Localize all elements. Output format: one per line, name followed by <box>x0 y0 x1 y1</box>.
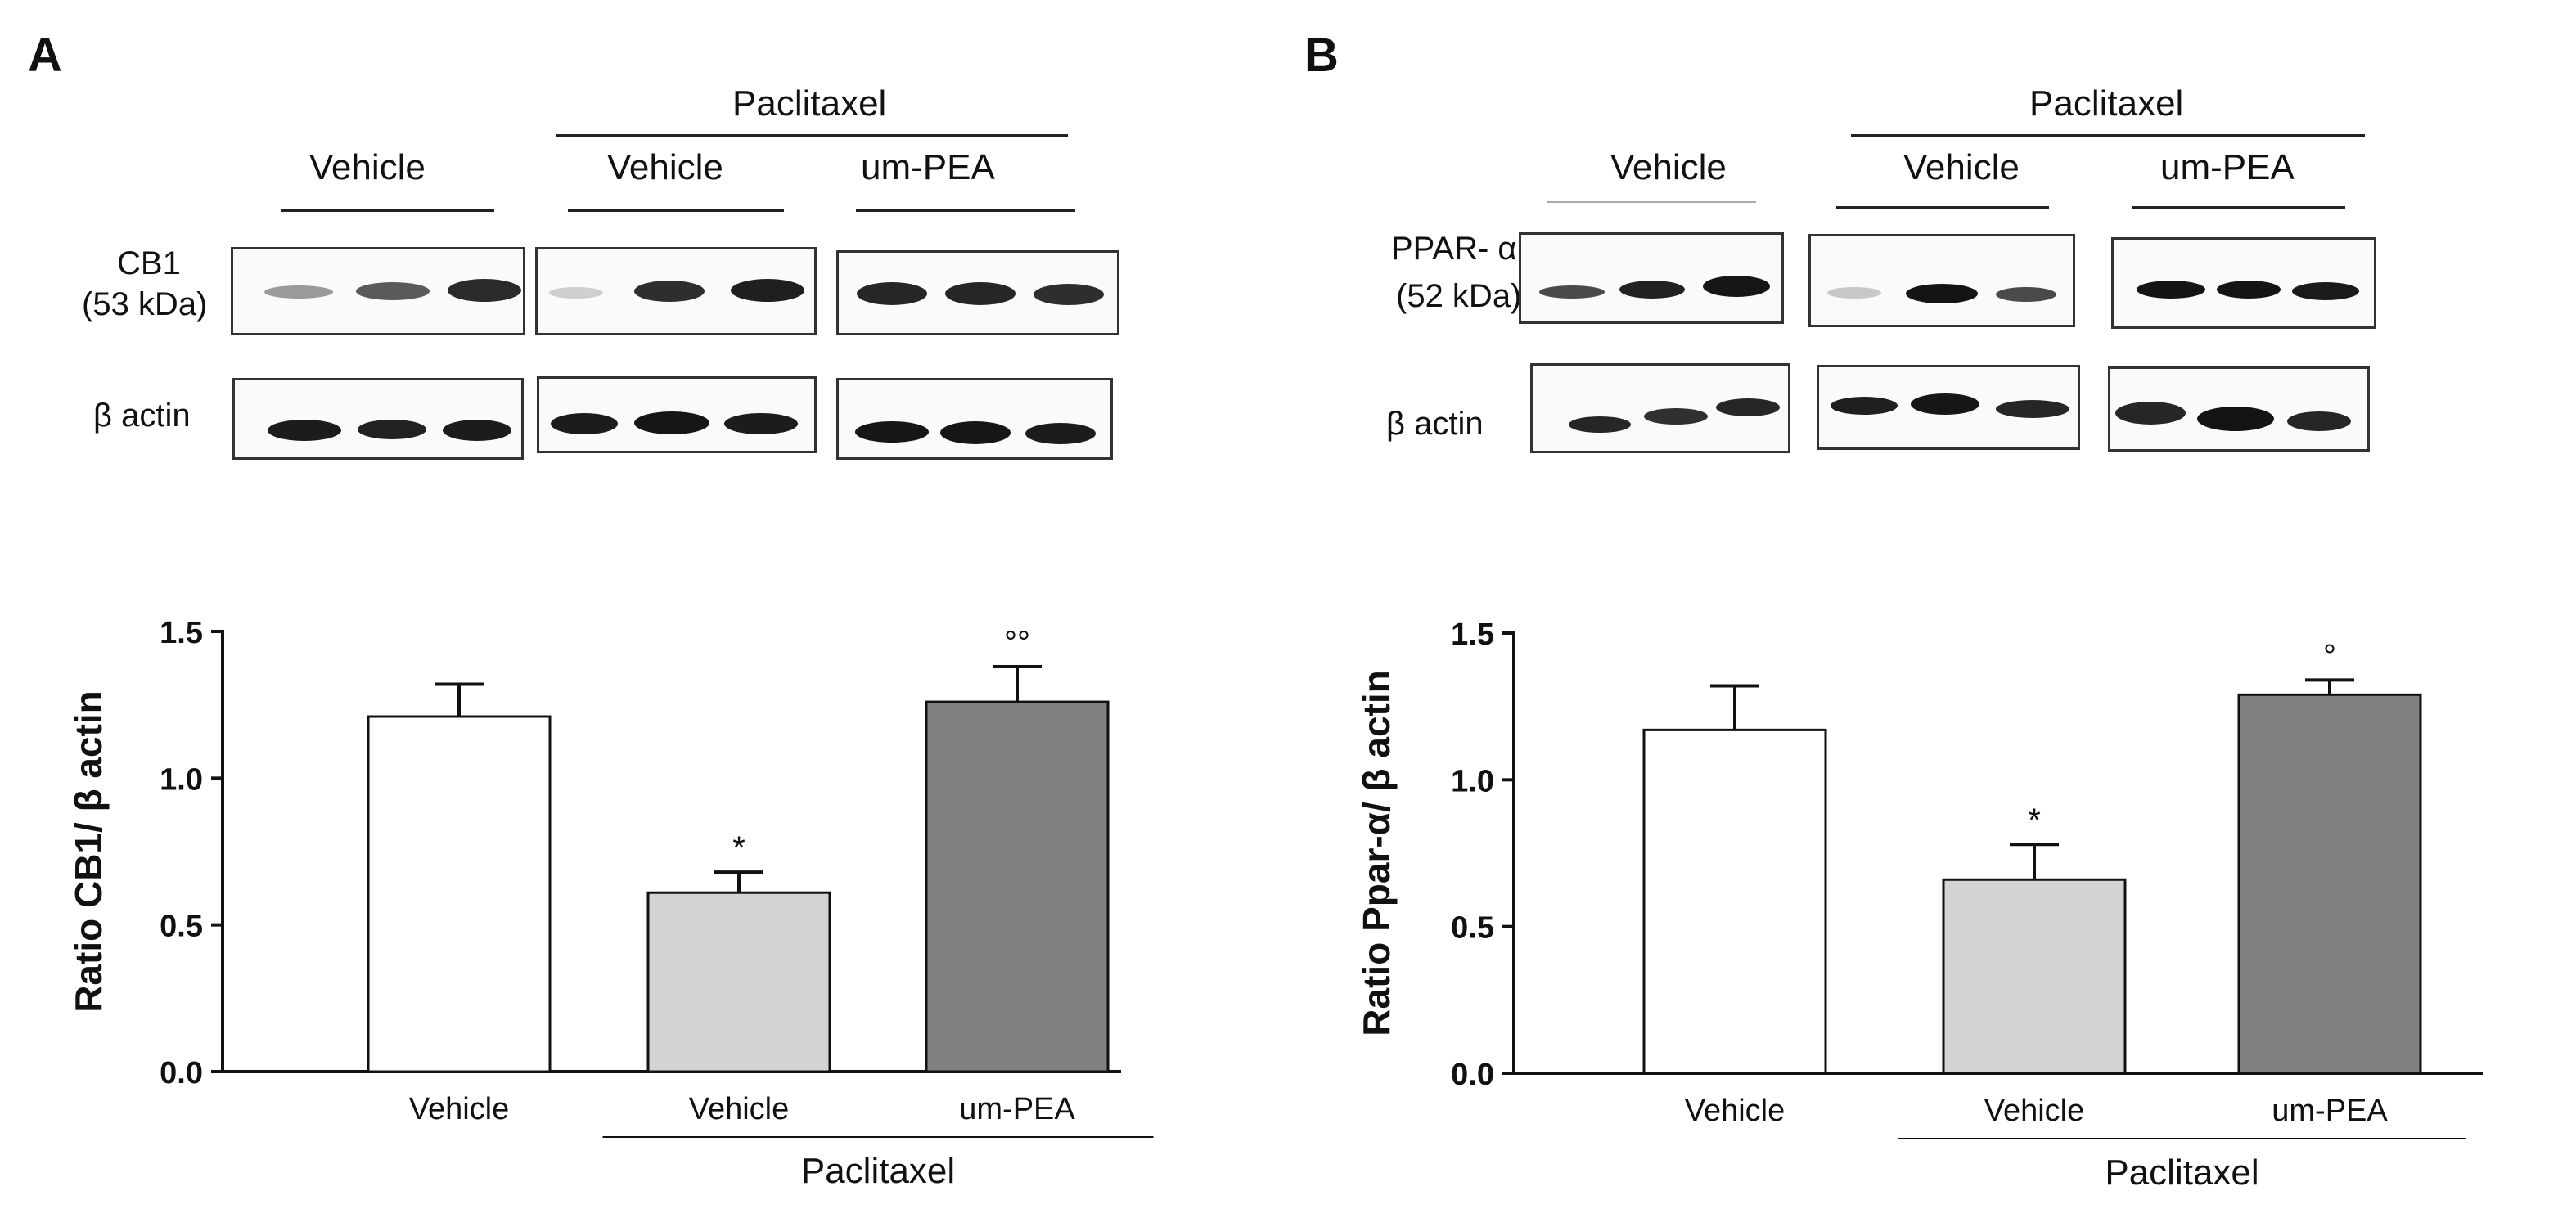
blot-b-loading-label: β actin <box>1386 406 1484 442</box>
chart-a-category-label-2: um-PEA <box>959 1092 1075 1126</box>
blot-a-target-label: CB1 <box>117 245 181 281</box>
blot-a-lane-label-vehicle: Vehicle <box>309 147 426 187</box>
chart-a-group-label: Paclitaxel <box>801 1151 955 1191</box>
blot-b-lane-line-vehicle <box>1547 201 1756 203</box>
blot-b-lane-line-umpea <box>2132 206 2345 209</box>
chart-a-category-label-1: Vehicle <box>689 1092 790 1126</box>
blot-a-lane-label-pac-vehicle: Vehicle <box>607 147 723 187</box>
chart-b-bar-1 <box>1942 878 2127 1075</box>
chart-a-bar-1 <box>646 891 831 1073</box>
blot-b-lane-line-pac-vehicle <box>1836 206 2049 209</box>
blot-b-lane-label-vehicle: Vehicle <box>1610 147 1727 187</box>
chart-a-ytick-label: 0.5 <box>160 910 203 944</box>
chart-a-category-label-0: Vehicle <box>409 1092 510 1126</box>
blot-b-actin-box-1 <box>1530 363 1790 453</box>
blot-a-paclitaxel-header: Paclitaxel <box>732 83 887 124</box>
blot-b-target-kda: (52 kDa) <box>1396 278 1522 314</box>
chart-a-ytick-label: 0.0 <box>160 1056 203 1090</box>
blot-b-target-box-1 <box>1519 232 1784 324</box>
chart-b-y-axis-title: Ratio Ppar-α/ β actin <box>1355 670 1398 1036</box>
chart-b-significance-1: * <box>2028 802 2041 838</box>
chart-a-significance-2: °° <box>1004 625 1030 661</box>
blot-a-target-box-1 <box>231 247 525 335</box>
blot-b-target-label: PPAR- α <box>1391 231 1517 267</box>
chart-a-significance-1: * <box>732 830 745 866</box>
chart-a-ytick-label: 1.5 <box>160 616 203 650</box>
blot-a-lane-line-pac-vehicle <box>568 209 784 212</box>
blot-a-lane-line-vehicle <box>281 209 494 212</box>
blot-a-target-kda: (53 kDa) <box>82 286 208 322</box>
blot-b-paclitaxel-header: Paclitaxel <box>2029 83 2184 124</box>
chart-b-ytick-label: 0.5 <box>1451 911 1494 946</box>
blot-a-actin-box-2 <box>537 376 817 453</box>
chart-a-ytick-label: 1.0 <box>160 762 203 797</box>
chart-b-category-label-1: Vehicle <box>1984 1094 2085 1128</box>
chart-b-ytick-label: 0.0 <box>1451 1058 1494 1092</box>
chart-b-significance-2: ° <box>2323 638 2336 674</box>
blot-a-lane-line-umpea <box>856 209 1075 212</box>
blot-b-lane-label-pac-vehicle: Vehicle <box>1903 147 2020 187</box>
chart-b-ytick-label: 1.5 <box>1451 618 1494 652</box>
panel-letter-a: A <box>28 29 62 82</box>
bar-chart-a: 0.0 0.5 1.0 1.5 Ratio CB1/ β actin Vehicle * Ve… <box>67 616 1154 1191</box>
chart-b-bar-2 <box>2237 693 2422 1075</box>
chart-a-y-axis-title: Ratio CB1/ β actin <box>67 690 110 1013</box>
blot-a-paclitaxel-line <box>556 134 1068 137</box>
chart-a-bar-2 <box>925 700 1110 1073</box>
blot-a-actin-box-1 <box>232 378 524 460</box>
chart-a-bar-0 <box>367 715 552 1073</box>
blot-a-target-box-2 <box>535 247 817 335</box>
chart-b-ytick-label: 1.0 <box>1451 764 1494 798</box>
chart-b-group-label: Paclitaxel <box>2105 1153 2259 1193</box>
blot-a-lane-label-umpea: um-PEA <box>861 147 995 187</box>
chart-b-category-label-2: um-PEA <box>2272 1094 2388 1128</box>
blot-b-target-box-2 <box>1808 234 2075 327</box>
blot-b-actin-box-3 <box>2108 366 2370 452</box>
panel-letter-b: B <box>1304 29 1339 82</box>
blot-b-actin-box-2 <box>1817 365 2080 450</box>
bar-chart-b: 0.0 0.5 1.0 1.5 Ratio Ppar-α/ β actin Vehicle… <box>1355 618 2483 1193</box>
blot-b-target-box-3 <box>2111 237 2376 329</box>
chart-b-bar-0 <box>1642 728 1827 1075</box>
blot-b-lane-label-umpea: um-PEA <box>2160 147 2295 187</box>
chart-b-category-label-0: Vehicle <box>1685 1094 1786 1128</box>
blot-a-target-box-3 <box>836 250 1119 335</box>
blot-a-actin-box-3 <box>836 378 1113 460</box>
blot-b-paclitaxel-line <box>1851 134 2365 137</box>
blot-a-loading-label: β actin <box>93 398 191 434</box>
